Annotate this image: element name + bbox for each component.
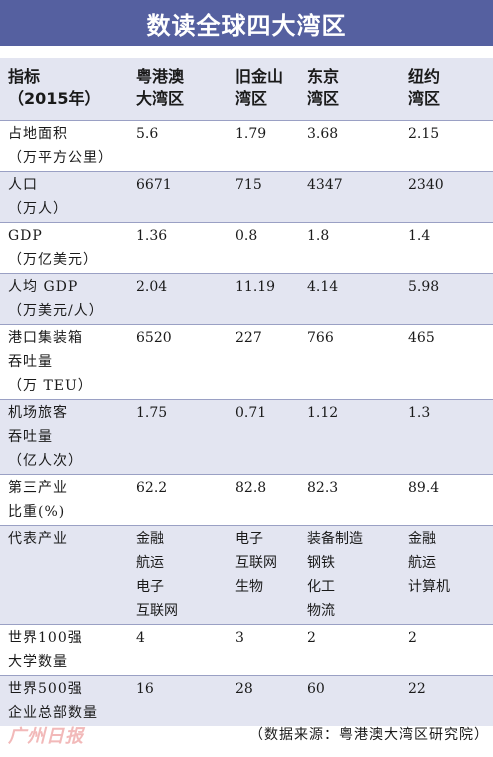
cell-value: 22 (400, 675, 493, 726)
cell-value: 金融 航运 计算机 (400, 525, 493, 624)
row-label: 第三产业 比重(%) (0, 474, 128, 525)
cell-value: 6671 (128, 171, 227, 222)
cell-value: 82.8 (227, 474, 299, 525)
cell-value: 5.98 (400, 273, 493, 324)
cell-value: 2.15 (400, 120, 493, 171)
table-row: GDP （万亿美元） 1.36 0.8 1.8 1.4 (0, 222, 493, 273)
table-row: 占地面积 （万平方公里） 5.6 1.79 3.68 2.15 (0, 120, 493, 171)
cell-value: 62.2 (128, 474, 227, 525)
cell-value: 1.4 (400, 222, 493, 273)
column-header-guangdong-hk-macao: 粤港澳 大湾区 (128, 58, 227, 120)
row-label: 机场旅客 吞吐量 （亿人次） (0, 399, 128, 474)
cell-value: 1.36 (128, 222, 227, 273)
cell-value: 1.3 (400, 399, 493, 474)
cell-value: 2 (400, 624, 493, 675)
cell-value: 28 (227, 675, 299, 726)
cell-value: 6520 (128, 324, 227, 399)
column-header-metric: 指标 （2015年） (0, 58, 128, 120)
cell-value: 电子 互联网 生物 (227, 525, 299, 624)
cell-value: 装备制造 钢铁 化工 物流 (299, 525, 400, 624)
cell-value: 4347 (299, 171, 400, 222)
cell-value: 715 (227, 171, 299, 222)
cell-value: 227 (227, 324, 299, 399)
table-row: 人口 （万人） 6671 715 4347 2340 (0, 171, 493, 222)
footer: 广州日报 （数据来源：粤港澳大湾区研究院） (0, 720, 493, 750)
cell-value: 11.19 (227, 273, 299, 324)
cell-value: 0.71 (227, 399, 299, 474)
table-row: 人均 GDP （万美元/人） 2.04 11.19 4.14 5.98 (0, 273, 493, 324)
cell-value: 465 (400, 324, 493, 399)
cell-value: 60 (299, 675, 400, 726)
table-row: 代表产业 金融 航运 电子 互联网 电子 互联网 生物 装备制造 钢铁 化工 物… (0, 525, 493, 624)
table-row: 世界100强 大学数量 4 3 2 2 (0, 624, 493, 675)
cell-value: 1.8 (299, 222, 400, 273)
table-row: 港口集装箱 吞吐量 （万 TEU） 6520 227 766 465 (0, 324, 493, 399)
table-row: 世界500强 企业总部数量 16 28 60 22 (0, 675, 493, 726)
cell-value: 5.6 (128, 120, 227, 171)
newspaper-logo: 广州日报 (8, 726, 84, 747)
cell-value: 82.3 (299, 474, 400, 525)
cell-value: 0.8 (227, 222, 299, 273)
data-source-note: （数据来源：粤港澳大湾区研究院） (249, 727, 489, 743)
row-label: 人口 （万人） (0, 171, 128, 222)
cell-value: 89.4 (400, 474, 493, 525)
table-row: 机场旅客 吞吐量 （亿人次） 1.75 0.71 1.12 1.3 (0, 399, 493, 474)
cell-value: 2.04 (128, 273, 227, 324)
column-header-tokyo: 东京 湾区 (299, 58, 400, 120)
row-label: 港口集装箱 吞吐量 （万 TEU） (0, 324, 128, 399)
cell-value: 金融 航运 电子 互联网 (128, 525, 227, 624)
page-title: 数读全球四大湾区 (0, 0, 493, 46)
cell-value: 1.12 (299, 399, 400, 474)
cell-value: 766 (299, 324, 400, 399)
cell-value: 4.14 (299, 273, 400, 324)
cell-value: 2 (299, 624, 400, 675)
row-label: 占地面积 （万平方公里） (0, 120, 128, 171)
cell-value: 1.75 (128, 399, 227, 474)
cell-value: 4 (128, 624, 227, 675)
cell-value: 3.68 (299, 120, 400, 171)
cell-value: 3 (227, 624, 299, 675)
table-row: 第三产业 比重(%) 62.2 82.8 82.3 89.4 (0, 474, 493, 525)
cell-value: 16 (128, 675, 227, 726)
row-label: 代表产业 (0, 525, 128, 624)
column-header-new-york: 纽约 湾区 (400, 58, 493, 120)
table-header-row: 指标 （2015年） 粤港澳 大湾区 旧金山 湾区 东京 湾区 纽约 湾区 (0, 58, 493, 120)
cell-value: 2340 (400, 171, 493, 222)
row-label: 人均 GDP （万美元/人） (0, 273, 128, 324)
column-header-san-francisco: 旧金山 湾区 (227, 58, 299, 120)
row-label: GDP （万亿美元） (0, 222, 128, 273)
bay-area-table: 指标 （2015年） 粤港澳 大湾区 旧金山 湾区 东京 湾区 纽约 湾区 占地… (0, 58, 493, 726)
row-label: 世界100强 大学数量 (0, 624, 128, 675)
row-label: 世界500强 企业总部数量 (0, 675, 128, 726)
cell-value: 1.79 (227, 120, 299, 171)
